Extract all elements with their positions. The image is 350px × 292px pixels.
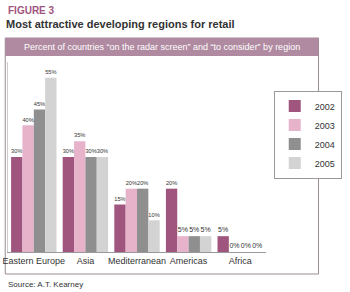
svg-text:15%: 15% [114,196,125,202]
svg-text:Percent of countries “on the r: Percent of countries “on the radar scree… [24,42,300,52]
svg-text:20%: 20% [166,180,177,186]
svg-text:2002: 2002 [315,102,335,112]
svg-text:Americas: Americas [170,256,208,266]
svg-text:2003: 2003 [315,121,335,131]
svg-text:0%: 0% [252,242,262,249]
svg-text:30%: 30% [85,148,96,154]
svg-text:0%: 0% [229,242,239,249]
svg-text:30%: 30% [63,148,74,154]
svg-text:Source: A.T. Kearney: Source: A.T. Kearney [8,280,83,289]
svg-text:30%: 30% [11,148,22,154]
svg-text:5%: 5% [178,226,188,233]
svg-text:0%: 0% [241,242,251,249]
svg-text:Mediterranean: Mediterranean [108,256,166,266]
svg-text:20%: 20% [137,180,148,186]
svg-text:40%: 40% [22,117,33,123]
svg-text:Eastern Europe: Eastern Europe [3,256,66,266]
svg-text:5%: 5% [189,226,199,233]
svg-text:45%: 45% [34,101,45,107]
svg-text:10%: 10% [148,212,159,218]
svg-text:FIGURE 3: FIGURE 3 [8,5,55,16]
svg-text:Africa: Africa [229,256,252,266]
svg-text:30%: 30% [97,148,108,154]
svg-text:Asia: Asia [77,256,95,266]
svg-text:35%: 35% [74,132,85,138]
svg-text:5%: 5% [201,226,211,233]
svg-text:55%: 55% [45,69,56,75]
svg-text:Most attractive developing reg: Most attractive developing regions for r… [6,18,235,30]
svg-text:20%: 20% [126,180,137,186]
svg-text:5%: 5% [218,226,228,233]
svg-text:2004: 2004 [315,140,335,150]
svg-text:2005: 2005 [315,159,335,169]
